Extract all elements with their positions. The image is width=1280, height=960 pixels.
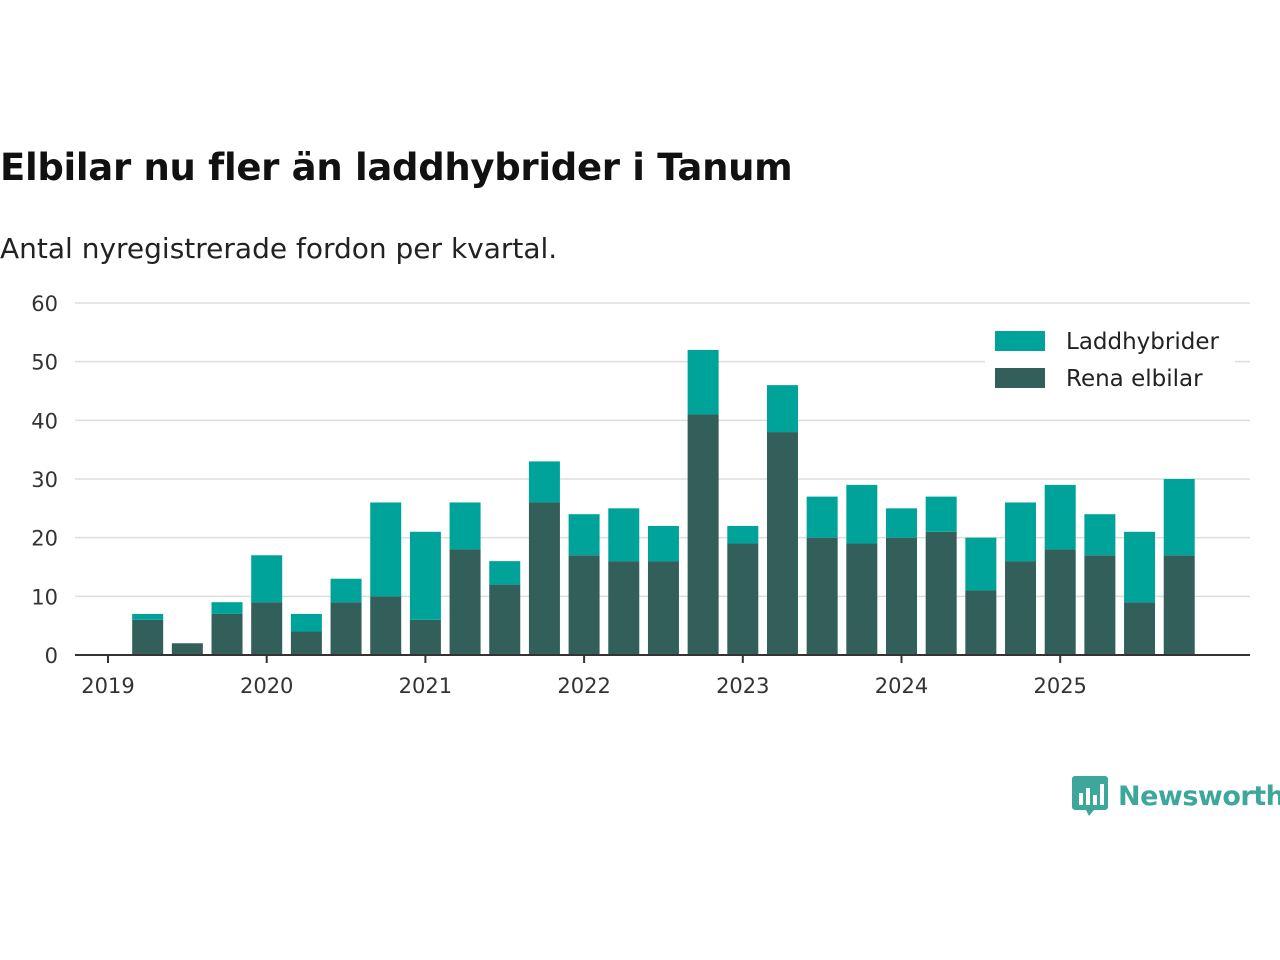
bar-rena-elbilar (330, 602, 362, 655)
bar-laddhybrider (965, 537, 997, 591)
y-tick-label: 20 (31, 527, 58, 551)
legend-label: Rena elbilar (1066, 366, 1203, 392)
newsworthy-logo-icon (1072, 776, 1108, 816)
bar-laddhybrider (925, 496, 957, 532)
bar-laddhybrider (886, 508, 917, 538)
bar-laddhybrider (1084, 514, 1116, 556)
x-tick-label: 2025 (1033, 674, 1086, 698)
y-tick-label: 60 (31, 292, 58, 316)
bar-rena-elbilar (1084, 555, 1116, 655)
bar-rena-elbilar (687, 414, 719, 655)
bar-laddhybrider (727, 525, 759, 544)
y-axis-tick-labels: 0 10 20 30 40 50 60 (31, 292, 58, 668)
y-tick-label: 50 (31, 351, 58, 375)
bar-rena-elbilar (409, 619, 441, 655)
x-tick-label: 2022 (557, 674, 610, 698)
bar-rena-elbilar (251, 602, 283, 655)
bar-laddhybrider (806, 496, 838, 538)
bar-rena-elbilar (171, 643, 203, 655)
bar-laddhybrider (489, 561, 521, 585)
bar-laddhybrider (687, 349, 719, 415)
bar-rena-elbilar (886, 537, 917, 655)
bar-laddhybrider (211, 602, 243, 614)
bars (132, 349, 1195, 655)
y-tick-label: 0 (45, 644, 58, 668)
chart-title: Elbilar nu fler än laddhybrider i Tanum (0, 146, 793, 189)
bar-laddhybrider (846, 484, 878, 544)
y-tick-label: 10 (31, 585, 58, 609)
bar-rena-elbilar (489, 584, 521, 655)
x-tick-label: 2023 (716, 674, 769, 698)
bar-laddhybrider (409, 531, 441, 620)
x-tick-label: 2019 (81, 674, 134, 698)
bar-laddhybrider (132, 613, 164, 620)
legend-swatch (995, 368, 1045, 388)
bar-rena-elbilar (846, 543, 878, 655)
bar-rena-elbilar (727, 543, 759, 655)
bar-rena-elbilar (1124, 602, 1156, 655)
bar-rena-elbilar (806, 537, 838, 655)
chart-subtitle: Antal nyregistrerade fordon per kvartal. (0, 232, 558, 265)
bar-laddhybrider (608, 508, 640, 562)
bar-rena-elbilar (608, 561, 640, 655)
newsworthy-logo[interactable]: Newsworthy (1072, 776, 1280, 816)
x-tick-label: 2024 (875, 674, 928, 698)
bar-rena-elbilar (965, 590, 997, 655)
bar-laddhybrider (251, 555, 283, 603)
x-tick-label: 2020 (240, 674, 293, 698)
bar-rena-elbilar (925, 531, 957, 655)
bar-rena-elbilar (211, 613, 243, 655)
bar-laddhybrider (1124, 531, 1156, 603)
bar-laddhybrider (528, 461, 560, 503)
bar-rena-elbilar (528, 502, 560, 655)
legend-swatch (995, 331, 1045, 351)
brand-name: Newsworthy (1118, 780, 1280, 812)
bar-laddhybrider (290, 613, 322, 632)
bar-rena-elbilar (132, 619, 164, 655)
x-axis: 2019 2020 2021 2022 2023 2024 2025 (75, 654, 1250, 698)
bar-laddhybrider (1005, 502, 1037, 562)
bar-laddhybrider (449, 502, 481, 550)
bar-rena-elbilar (1005, 561, 1037, 655)
bar-rena-elbilar (449, 549, 481, 655)
bar-rena-elbilar (766, 432, 798, 655)
bar-laddhybrider (568, 514, 600, 556)
bar-rena-elbilar (290, 631, 322, 655)
bar-laddhybrider (330, 578, 362, 603)
bar-laddhybrider (370, 502, 402, 597)
y-tick-label: 30 (31, 468, 58, 492)
bar-laddhybrider (647, 525, 679, 562)
bar-laddhybrider (1163, 479, 1195, 556)
bar-laddhybrider (1044, 484, 1076, 550)
legend-label: Laddhybrider (1066, 329, 1219, 355)
bar-rena-elbilar (1163, 555, 1195, 655)
bar-laddhybrider (766, 385, 798, 433)
bar-rena-elbilar (1044, 549, 1076, 655)
bar-rena-elbilar (568, 555, 600, 655)
x-tick-label: 2021 (399, 674, 452, 698)
bar-rena-elbilar (370, 596, 402, 655)
y-tick-label: 40 (31, 409, 58, 433)
legend: Laddhybrider Rena elbilar (985, 322, 1235, 404)
bar-rena-elbilar (647, 561, 679, 655)
